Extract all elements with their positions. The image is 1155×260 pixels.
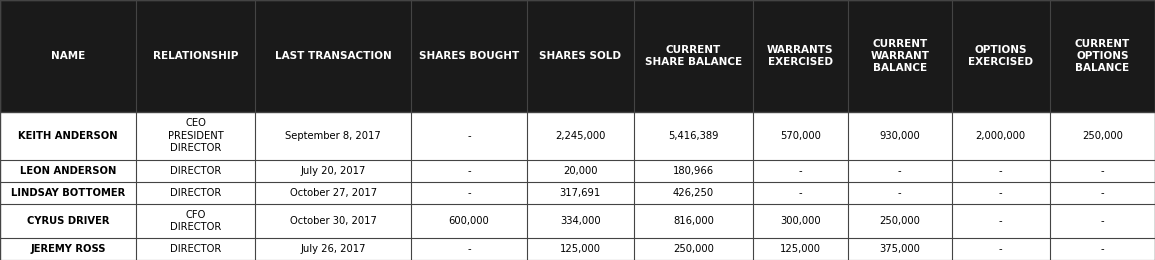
Text: CEO
PRESIDENT
DIRECTOR: CEO PRESIDENT DIRECTOR xyxy=(167,119,224,153)
Text: RELATIONSHIP: RELATIONSHIP xyxy=(154,51,238,61)
Text: LINDSAY BOTTOMER: LINDSAY BOTTOMER xyxy=(12,188,125,198)
Text: LAST TRANSACTION: LAST TRANSACTION xyxy=(275,51,392,61)
Text: DIRECTOR: DIRECTOR xyxy=(170,244,222,254)
Text: JEREMY ROSS: JEREMY ROSS xyxy=(30,244,106,254)
Text: 250,000: 250,000 xyxy=(1082,131,1123,141)
Text: -: - xyxy=(1101,188,1104,198)
Text: -: - xyxy=(1101,216,1104,226)
Text: LEON ANDERSON: LEON ANDERSON xyxy=(20,166,117,176)
Text: 570,000: 570,000 xyxy=(780,131,821,141)
Text: OPTIONS
EXERCISED: OPTIONS EXERCISED xyxy=(968,45,1034,67)
Bar xyxy=(0,0,1155,112)
Text: July 26, 2017: July 26, 2017 xyxy=(300,244,366,254)
Bar xyxy=(0,204,1155,238)
Text: 2,000,000: 2,000,000 xyxy=(976,131,1026,141)
Text: 426,250: 426,250 xyxy=(673,188,714,198)
Text: 125,000: 125,000 xyxy=(560,244,601,254)
Text: -: - xyxy=(467,188,471,198)
Text: -: - xyxy=(897,188,902,198)
Text: DIRECTOR: DIRECTOR xyxy=(170,166,222,176)
Bar xyxy=(0,238,1155,260)
Text: CURRENT
WARRANT
BALANCE: CURRENT WARRANT BALANCE xyxy=(870,39,930,73)
Text: -: - xyxy=(467,166,471,176)
Text: CURRENT
SHARE BALANCE: CURRENT SHARE BALANCE xyxy=(644,45,743,67)
Text: -: - xyxy=(999,166,1003,176)
Bar xyxy=(0,182,1155,204)
Text: October 27, 2017: October 27, 2017 xyxy=(290,188,377,198)
Bar xyxy=(0,112,1155,160)
Text: 20,000: 20,000 xyxy=(564,166,597,176)
Text: DIRECTOR: DIRECTOR xyxy=(170,188,222,198)
Text: 334,000: 334,000 xyxy=(560,216,601,226)
Text: 375,000: 375,000 xyxy=(879,244,921,254)
Text: -: - xyxy=(999,188,1003,198)
Text: NAME: NAME xyxy=(51,51,85,61)
Text: 250,000: 250,000 xyxy=(673,244,714,254)
Text: WARRANTS
EXERCISED: WARRANTS EXERCISED xyxy=(767,45,834,67)
Text: October 30, 2017: October 30, 2017 xyxy=(290,216,377,226)
Text: 5,416,389: 5,416,389 xyxy=(669,131,718,141)
Text: 180,966: 180,966 xyxy=(673,166,714,176)
Text: -: - xyxy=(467,131,471,141)
Text: CURRENT
OPTIONS
BALANCE: CURRENT OPTIONS BALANCE xyxy=(1075,39,1130,73)
Text: July 20, 2017: July 20, 2017 xyxy=(300,166,366,176)
Text: -: - xyxy=(999,216,1003,226)
Bar xyxy=(0,160,1155,182)
Text: CYRUS DRIVER: CYRUS DRIVER xyxy=(27,216,110,226)
Text: 317,691: 317,691 xyxy=(560,188,601,198)
Text: SHARES BOUGHT: SHARES BOUGHT xyxy=(419,51,519,61)
Text: SHARES SOLD: SHARES SOLD xyxy=(539,51,621,61)
Text: -: - xyxy=(1101,244,1104,254)
Text: 2,245,000: 2,245,000 xyxy=(556,131,605,141)
Text: 816,000: 816,000 xyxy=(673,216,714,226)
Text: -: - xyxy=(999,244,1003,254)
Text: -: - xyxy=(798,188,803,198)
Text: 250,000: 250,000 xyxy=(879,216,921,226)
Text: 125,000: 125,000 xyxy=(780,244,821,254)
Text: CFO
DIRECTOR: CFO DIRECTOR xyxy=(170,210,222,232)
Text: -: - xyxy=(897,166,902,176)
Text: September 8, 2017: September 8, 2017 xyxy=(285,131,381,141)
Text: -: - xyxy=(467,244,471,254)
Text: 930,000: 930,000 xyxy=(879,131,921,141)
Text: 300,000: 300,000 xyxy=(780,216,821,226)
Text: -: - xyxy=(798,166,803,176)
Text: 600,000: 600,000 xyxy=(448,216,490,226)
Bar xyxy=(0,0,1155,112)
Text: -: - xyxy=(1101,166,1104,176)
Text: KEITH ANDERSON: KEITH ANDERSON xyxy=(18,131,118,141)
